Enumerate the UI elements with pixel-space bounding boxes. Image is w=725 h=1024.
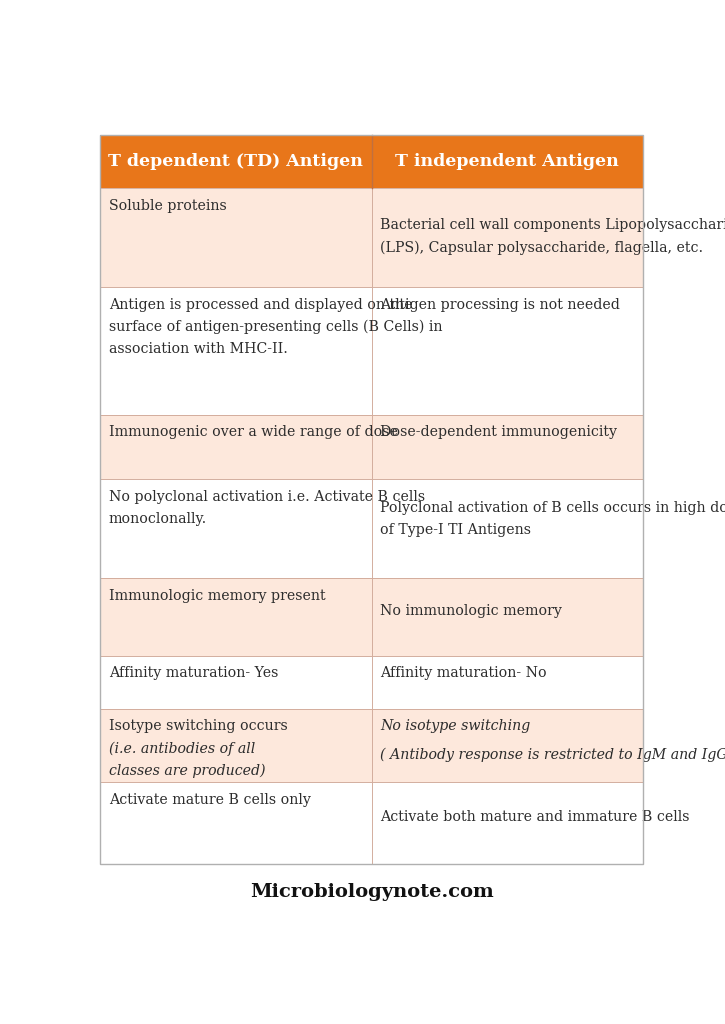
Text: Activate mature B cells only: Activate mature B cells only	[109, 793, 310, 807]
Text: classes are produced): classes are produced)	[109, 764, 265, 778]
Bar	[371, 135, 643, 188]
Text: association with MHC-II.: association with MHC-II.	[109, 342, 288, 355]
Text: Affinity maturation- No: Affinity maturation- No	[380, 666, 547, 680]
Bar	[371, 709, 643, 782]
Text: No immunologic memory: No immunologic memory	[380, 604, 562, 618]
Bar	[371, 579, 643, 655]
Bar	[100, 479, 371, 579]
Text: (LPS), Capsular polysaccharide, flagella, etc.: (LPS), Capsular polysaccharide, flagella…	[380, 241, 703, 255]
Text: Antigen is processed and displayed on the: Antigen is processed and displayed on th…	[109, 298, 413, 311]
Text: monoclonally.: monoclonally.	[109, 512, 207, 525]
Text: T dependent (TD) Antigen: T dependent (TD) Antigen	[109, 153, 363, 170]
Bar	[100, 188, 371, 288]
Text: Bacterial cell wall components Lipopolysaccharide: Bacterial cell wall components Lipopolys…	[380, 218, 725, 232]
Text: surface of antigen-presenting cells (B Cells) in: surface of antigen-presenting cells (B C…	[109, 319, 442, 334]
Text: ( Antibody response is restricted to IgM and IgG3): ( Antibody response is restricted to IgM…	[380, 749, 725, 763]
Text: Soluble proteins: Soluble proteins	[109, 199, 226, 213]
Text: of Type-I TI Antigens: of Type-I TI Antigens	[380, 523, 531, 538]
Bar	[371, 655, 643, 709]
Bar	[371, 415, 643, 479]
Bar	[371, 288, 643, 415]
Text: Activate both mature and immature B cells: Activate both mature and immature B cell…	[380, 810, 689, 824]
Text: (i.e. antibodies of all: (i.e. antibodies of all	[109, 741, 255, 756]
Bar	[100, 782, 371, 864]
Bar	[100, 709, 371, 782]
Text: Antigen processing is not needed: Antigen processing is not needed	[380, 298, 620, 311]
Text: Immunogenic over a wide range of dose: Immunogenic over a wide range of dose	[109, 425, 397, 439]
Bar	[100, 135, 371, 188]
Text: Affinity maturation- Yes: Affinity maturation- Yes	[109, 666, 278, 680]
Bar	[100, 655, 371, 709]
Text: No isotype switching: No isotype switching	[380, 719, 530, 733]
Text: T independent Antigen: T independent Antigen	[395, 153, 619, 170]
Bar	[371, 782, 643, 864]
Text: Isotype switching occurs: Isotype switching occurs	[109, 719, 297, 733]
Text: Immunologic memory present: Immunologic memory present	[109, 589, 326, 602]
Bar	[371, 479, 643, 579]
Bar	[100, 288, 371, 415]
Text: Microbiologynote.com: Microbiologynote.com	[249, 883, 494, 901]
Text: No polyclonal activation i.e. Activate B cells: No polyclonal activation i.e. Activate B…	[109, 489, 425, 504]
Text: Polyclonal activation of B cells occurs in high doses: Polyclonal activation of B cells occurs …	[380, 502, 725, 515]
Text: Dose-dependent immunogenicity: Dose-dependent immunogenicity	[380, 425, 617, 439]
Bar	[100, 579, 371, 655]
Bar	[100, 415, 371, 479]
Bar	[371, 188, 643, 288]
